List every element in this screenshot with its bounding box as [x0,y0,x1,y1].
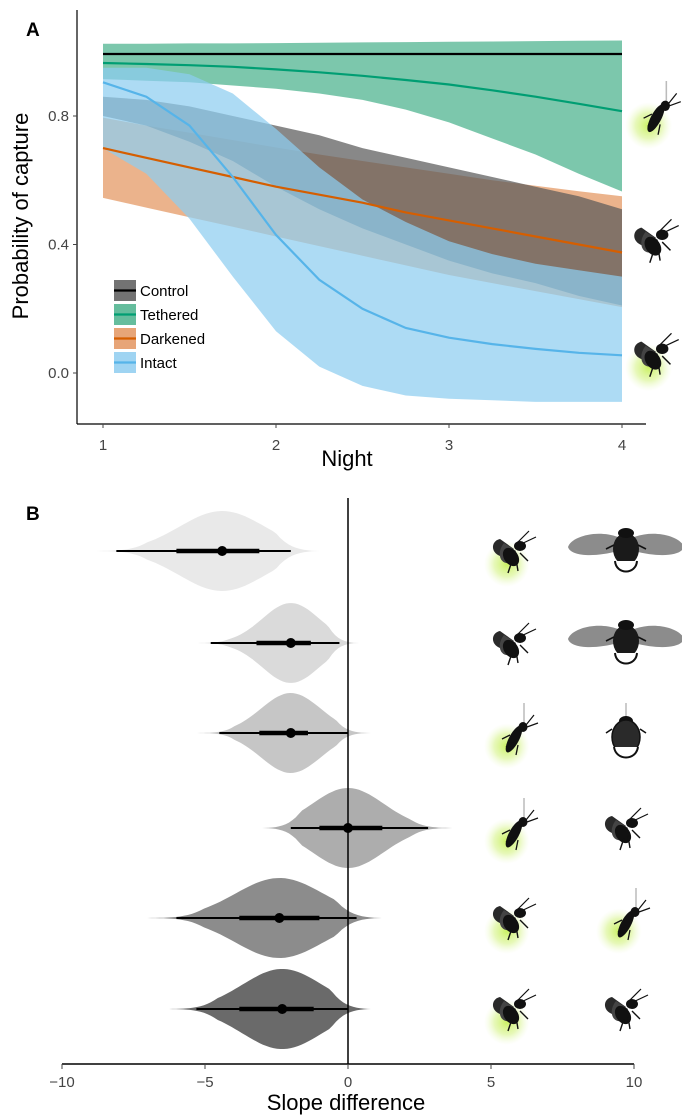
violin-row [176,603,360,683]
firefly-flying-icon [604,807,649,851]
firefly-flying-icon [633,218,680,264]
x-tick-label: −5 [196,1074,213,1091]
median-point [217,546,228,556]
panel-b-plot: −10 −5 0 5 10 [49,498,682,1091]
panel-b-violins [84,511,463,1049]
x-tick-label: 5 [487,1074,495,1091]
x-tick-label: 10 [626,1074,643,1091]
x-tick-label: −10 [49,1074,74,1091]
glowing-firefly-flying-icon [484,530,537,587]
median-point [285,728,296,738]
panel-b-label: B [26,504,40,525]
violin-row [262,788,463,868]
y-tick-label: 0.8 [48,108,69,125]
line-darkened [102,147,623,254]
firefly-flying-icon [604,988,649,1032]
legend-item-control: Control [114,280,188,301]
legend-item-intact: Intact [114,352,178,373]
firefly-flying-icon [492,622,537,666]
spread-wing-beetle-icon [567,619,682,665]
violin-row [187,693,374,773]
x-tick-label: 3 [445,437,453,454]
panel-a-y-axis-title: Probability of capture [8,113,33,320]
panel-a-label: A [26,20,40,41]
glowing-tethered-firefly-icon [484,798,539,864]
band-intact [103,67,622,402]
x-tick-label: 1 [99,437,107,454]
legend-label: Tethered [140,307,198,324]
legend-item-tethered: Tethered [114,304,198,325]
panel-a-plot: 0.0 0.4 0.8 1 2 3 4 Control Tethered Darkened Int… [48,10,646,454]
panel-a-confidence-bands [103,40,622,402]
glowing-firefly-flying-icon [625,332,680,392]
x-tick-label: 4 [618,437,626,454]
panel-b-x-axis-title: Slope difference [267,1090,426,1115]
glowing-firefly-flying-icon [484,988,537,1045]
panel-a-series-lines [102,52,623,357]
glowing-tethered-firefly-icon [484,703,539,769]
legend-label: Darkened [140,331,205,348]
panel-a-icons [625,81,682,392]
x-tick-label: 2 [272,437,280,454]
glowing-firefly-flying-icon [484,897,537,954]
y-tick-label: 0.4 [48,237,69,254]
panel-b-axes: −10 −5 0 5 10 [49,498,642,1091]
panel-a-legend: Control Tethered Darkened Intact [114,280,205,373]
line-intact [102,81,623,357]
median-point [285,638,296,648]
legend-item-darkened: Darkened [114,328,205,349]
violin-row [84,511,320,591]
glowing-tethered-firefly-icon [596,888,651,954]
spread-wing-beetle-icon [567,527,682,573]
violin-row [162,969,371,1049]
panel-a-axes: 0.0 0.4 0.8 1 2 3 4 [48,10,646,454]
line-tethered [102,61,623,113]
median-point [274,913,285,923]
legend-label: Control [140,283,188,300]
median-point [277,1004,288,1014]
legend-label: Intact [140,355,178,372]
panel-b-icons [484,527,682,1045]
violin-row [139,878,383,958]
panel-a-x-axis-title: Night [321,446,372,471]
tethered-beetle-icon [605,703,647,759]
y-tick-label: 0.0 [48,365,69,382]
glowing-tethered-firefly-icon [625,81,682,150]
band-tethered [103,40,622,192]
x-tick-label: 0 [344,1074,352,1091]
